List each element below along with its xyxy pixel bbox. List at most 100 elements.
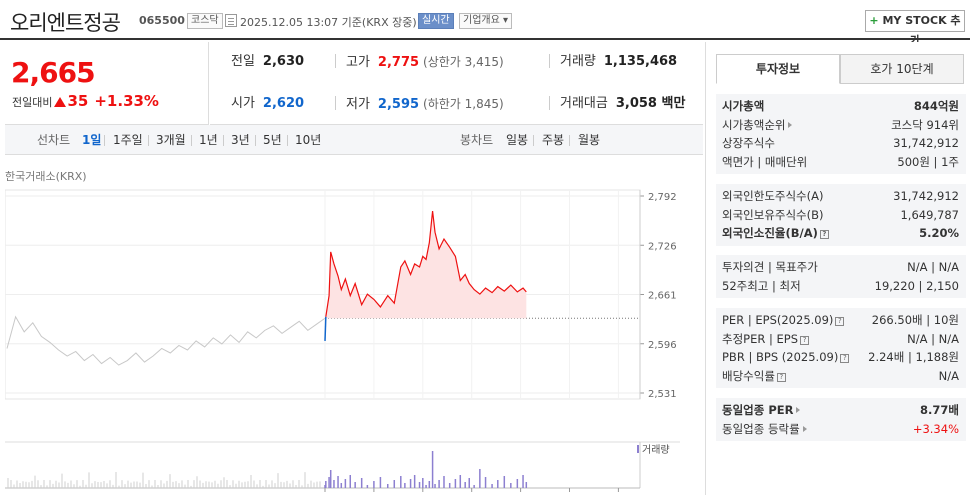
company-overview-button[interactable]: 기업개요 ▾ xyxy=(459,13,512,29)
info-key-wrap[interactable]: 동일업종 PER xyxy=(722,401,801,419)
info-key: 동일업종 PER xyxy=(722,403,794,417)
divider xyxy=(255,135,256,146)
info-row: 동일업종 등락률 +3.34% xyxy=(716,420,966,439)
tab-monthly[interactable]: 월봉 xyxy=(578,133,601,147)
info-key: 배당수익률 xyxy=(722,368,775,383)
my-stock-add-button[interactable]: + MY STOCK 추가 xyxy=(865,10,965,47)
quote-high-label: 고가 xyxy=(346,55,370,70)
y-tick-label: 2,726 xyxy=(648,241,677,252)
info-value: 31,742,912 xyxy=(893,136,959,150)
info-key: 시가총액 xyxy=(722,99,765,113)
investment-info-panel: 투자정보 호가 10단계 시가총액 844억원 시가총액순위 코스닥 914위 상장주식… xyxy=(705,42,970,495)
info-value: 500원 | 1주 xyxy=(897,154,959,169)
info-row: 52주최고 | 최저 19,220 | 2,150 xyxy=(716,277,966,296)
info-value: 266.50배 | 10원 xyxy=(871,313,959,327)
y-tick-label: 2,792 xyxy=(648,192,677,203)
divider xyxy=(549,54,550,68)
info-key: 액면가 | 매매단위 xyxy=(722,154,808,169)
tab-1d[interactable]: 1일 xyxy=(82,133,102,147)
info-key: 시가총액순위 xyxy=(722,117,786,132)
info-key-wrap[interactable]: 외국인소진율(B/A)? xyxy=(722,224,829,242)
market-badge: 코스닥 xyxy=(187,13,223,29)
help-icon[interactable]: ? xyxy=(800,335,810,345)
tab-weekly[interactable]: 주봉 xyxy=(542,133,565,147)
chevron-right-icon[interactable] xyxy=(796,407,801,413)
info-value: 19,220 | 2,150 xyxy=(874,278,959,293)
info-key-wrap: 액면가 | 매매단위 xyxy=(722,153,807,171)
quote-volume-value: 1,135,468 xyxy=(603,54,678,69)
plus-icon: + xyxy=(869,14,879,27)
info-row: 상장주식수 31,742,912 xyxy=(716,134,966,153)
tab-3m[interactable]: 3개월 xyxy=(156,133,186,147)
price-line-today xyxy=(325,211,527,317)
calendar-icon xyxy=(225,14,237,27)
tab-10y[interactable]: 10년 xyxy=(295,133,322,147)
divider xyxy=(148,135,149,146)
info-key-wrap[interactable]: 배당수익률? xyxy=(722,367,786,385)
info-row: 외국인보유주식수(B) 1,649,787 xyxy=(716,206,966,225)
quote-prev-label: 전일 xyxy=(231,54,255,69)
info-value: 8.77배 xyxy=(920,403,959,417)
tab-1y[interactable]: 1년 xyxy=(199,133,218,147)
tab-investment-info[interactable]: 투자정보 xyxy=(716,54,840,84)
info-key-wrap: 상장주식수 xyxy=(722,134,775,152)
help-icon[interactable]: ? xyxy=(776,372,786,382)
tab-orderbook-10[interactable]: 호가 10단계 xyxy=(840,54,964,84)
candle-chart-label: 봉차트 xyxy=(460,133,494,147)
info-key-wrap[interactable]: 추정PER | EPS? xyxy=(722,330,810,348)
info-key-wrap[interactable]: PER | EPS(2025.09)? xyxy=(722,311,845,329)
info-value: N/A | N/A xyxy=(907,331,959,346)
quote-prev: 전일 2,630 xyxy=(231,42,304,82)
quote-volume: 거래량 1,135,468 xyxy=(560,42,677,82)
y-tick-label: 2,596 xyxy=(648,340,677,351)
chevron-right-icon[interactable] xyxy=(802,425,807,432)
tab-daily[interactable]: 일봉 xyxy=(506,133,529,147)
divider xyxy=(287,135,288,146)
divider xyxy=(223,135,224,146)
help-icon[interactable]: ? xyxy=(835,317,845,326)
quote-upper-limit: (상한가 3,415) xyxy=(423,55,504,69)
chart-svg: 2,7922,7262,6612,5962,531거래량12/0510:0011… xyxy=(5,189,680,495)
quote-prev-value: 2,630 xyxy=(262,54,305,69)
stock-code: 065500 xyxy=(139,14,185,27)
info-row: 외국인한도주식수(A) 31,742,912 xyxy=(716,187,966,206)
help-icon[interactable]: ? xyxy=(819,230,829,239)
info-row: 추정PER | EPS? N/A | N/A xyxy=(716,330,966,349)
help-icon[interactable]: ? xyxy=(840,354,850,363)
info-key-wrap[interactable]: PBR | BPS (2025.09)? xyxy=(722,348,850,366)
info-row: 시가총액순위 코스닥 914위 xyxy=(716,116,966,135)
info-value: N/A xyxy=(938,368,959,383)
volume-legend-label: 거래량 xyxy=(642,444,670,456)
info-key: 외국인한도주식수(A) xyxy=(722,189,824,203)
up-triangle-icon xyxy=(54,97,67,107)
quote-open-value: 2,620 xyxy=(262,96,305,111)
line-chart-label: 선차트 xyxy=(37,133,71,147)
tab-5y[interactable]: 5년 xyxy=(263,133,282,147)
info-value: 1,649,787 xyxy=(900,207,959,222)
y-tick-label: 2,531 xyxy=(648,389,677,400)
info-row: 시가총액 844억원 xyxy=(716,97,966,116)
stock-name: 오리엔트정공 xyxy=(10,11,121,35)
info-key-wrap[interactable]: 동일업종 등락률 xyxy=(722,420,807,438)
quote-amount-label: 거래대금 xyxy=(560,96,608,111)
info-key: 외국인소진율(B/A) xyxy=(722,226,818,240)
quote-lower-limit: (하한가 1,845) xyxy=(423,97,504,111)
tab-3y[interactable]: 3년 xyxy=(231,133,250,147)
quote-amount: 거래대금 3,058 백만 xyxy=(560,84,685,124)
chevron-right-icon[interactable] xyxy=(788,121,793,128)
chart-period-tabs: 선차트 1일 1주일 3개월 1년 3년 5년 10년 봉차트 일봉 주봉 월봉 xyxy=(5,125,703,155)
price-chart[interactable]: 한국거래소(KRX) 2,7922,7262,6612,5962,531거래량1… xyxy=(5,156,703,495)
info-value: +3.34% xyxy=(912,421,959,436)
info-key-wrap[interactable]: 시가총액순위 xyxy=(722,116,793,134)
tab-1w[interactable]: 1주일 xyxy=(113,133,143,147)
info-row: 외국인소진율(B/A)? 5.20% xyxy=(716,224,966,243)
info-key-wrap: 외국인한도주식수(A) xyxy=(722,187,823,205)
info-key: PER | EPS(2025.09) xyxy=(722,313,834,327)
info-group-market-cap: 시가총액 844억원 시가총액순위 코스닥 914위 상장주식수 31,742,912 액면… xyxy=(716,94,966,174)
quote-open-label: 시가 xyxy=(231,96,255,111)
change-value: 35 xyxy=(67,92,89,110)
quote-low-value: 2,595 xyxy=(377,97,420,112)
quote-high-value: 2,775 xyxy=(377,55,420,70)
